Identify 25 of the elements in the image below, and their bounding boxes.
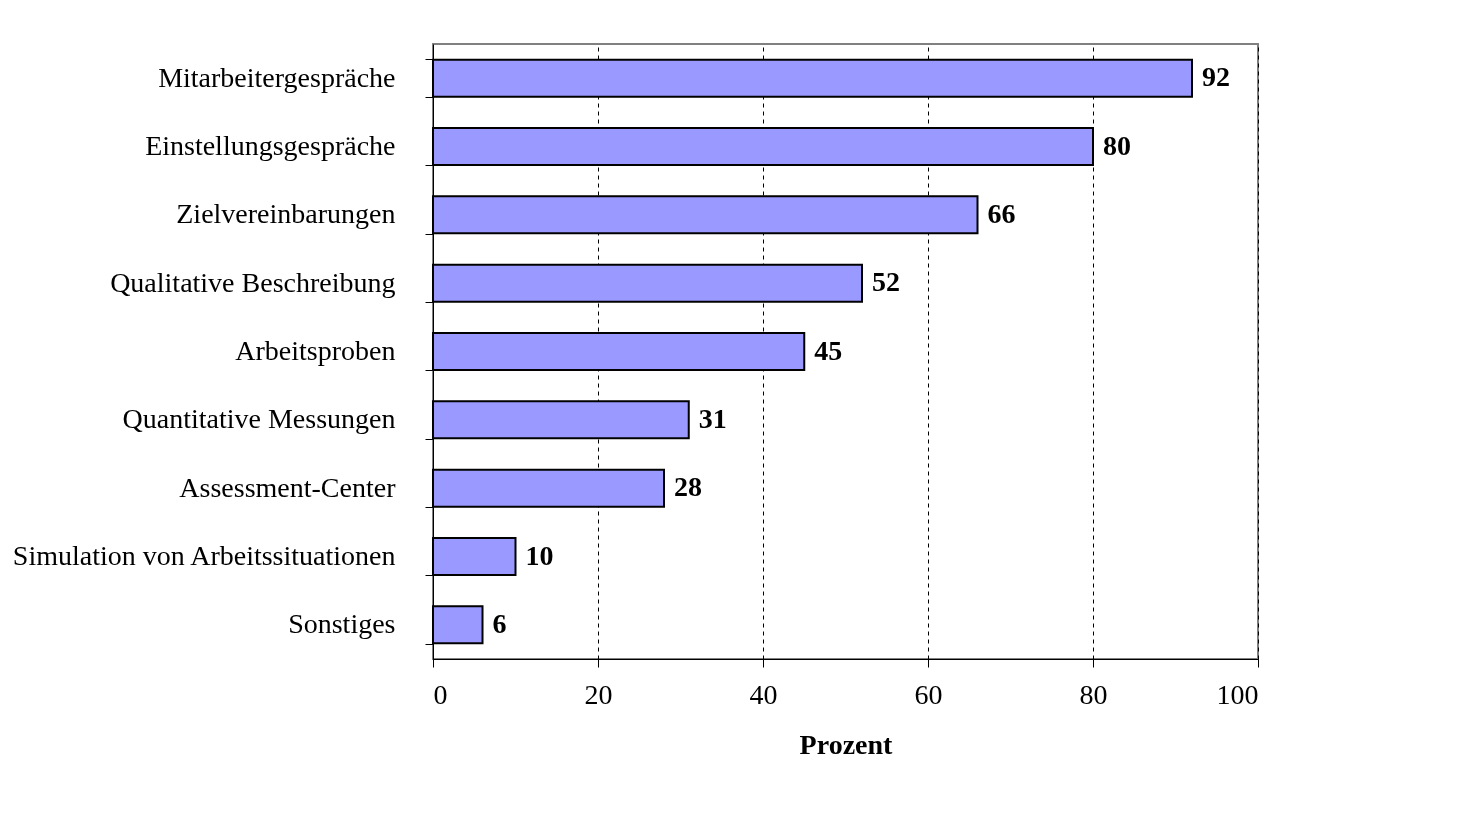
x-axis-title: Prozent [799,728,894,760]
y-tick-label: Zielvereinbarungen [176,198,396,230]
y-tick-label: Quantitative Messungen [122,403,396,435]
y-tick-label: Einstellungsgespräche [145,130,396,161]
data-label: 6 [492,607,507,639]
data-label: 66 [987,197,1016,229]
data-label: 92 [1202,61,1230,93]
data-label: 45 [814,334,843,366]
data-label: 31 [698,402,727,434]
data-label: 28 [674,471,702,503]
x-tick-label: 20 [584,678,613,710]
x-tick-label: 60 [914,678,943,710]
x-tick-label: 40 [749,678,778,710]
x-tick-label: 80 [1079,678,1108,710]
x-tick-label: 100 [1216,678,1259,710]
y-tick-label: Simulation von Arbeitssituationen [12,540,396,571]
y-tick-label: Qualitative Beschreibung [110,266,396,298]
y-tick-label: Arbeitsproben [235,335,396,366]
y-tick-label: Mitarbeitergespräche [158,61,396,93]
data-label: 80 [1103,129,1131,161]
data-label: 10 [525,539,554,571]
y-tick-label: Assessment-Center [179,471,397,503]
y-tick-label: Sonstiges [288,608,396,640]
x-tick-label: 0 [433,678,448,710]
data-label: 52 [872,266,900,298]
